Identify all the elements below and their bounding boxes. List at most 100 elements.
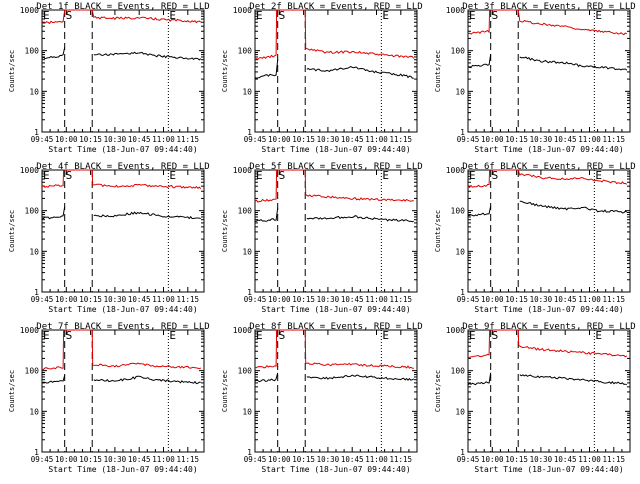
marker-label: E: [382, 9, 389, 22]
series-events-line: [254, 372, 279, 383]
marker-label: S: [66, 169, 73, 182]
y-tick-label: 10: [455, 87, 465, 96]
series-events-line: [467, 54, 492, 69]
panel-title: Det 3f BLACK = Events, RED = LLD: [462, 2, 635, 12]
y-tick-label: 1: [247, 448, 252, 457]
x-axis-label: Start Time (18-Jun-07 09:44:40): [48, 465, 197, 474]
x-tick-label: 09:45: [244, 135, 267, 144]
series-lld-line: [41, 9, 202, 25]
x-tick-label: 10:45: [554, 455, 577, 464]
y-tick-label: 1: [460, 128, 465, 137]
series-lld-line: [467, 169, 628, 189]
x-tick-label: 10:15: [292, 455, 315, 464]
panel-title: Det 4f BLACK = Events, RED = LLD: [36, 162, 209, 172]
marker-label: S: [66, 9, 73, 22]
x-tick-label: 10:15: [79, 455, 102, 464]
marker-label: E: [43, 169, 50, 182]
x-tick-label: 11:15: [177, 295, 200, 304]
y-tick-label: 1000: [20, 166, 39, 175]
y-tick-label: 1: [247, 288, 252, 297]
plot-frame: [467, 169, 631, 293]
y-tick-label: 1000: [446, 326, 465, 335]
panel-3: Det 3f BLACK = Events, RED = LLD 1 10 100 10…: [434, 2, 636, 154]
panel-2: Det 2f BLACK = Events, RED = LLD 1 10 100 10…: [221, 2, 423, 154]
y-tick-label: 1000: [20, 6, 39, 15]
series-lld-line: [254, 329, 414, 369]
x-tick-label: 11:15: [603, 135, 626, 144]
x-tick-label: 11:15: [390, 135, 413, 144]
marker-label: E: [595, 169, 602, 182]
marker-label: E: [169, 329, 176, 342]
x-tick-label: 11:15: [177, 455, 200, 464]
series-events-line: [519, 200, 628, 214]
y-tick-label: 1000: [233, 326, 252, 335]
y-tick-label: 1: [34, 448, 39, 457]
y-tick-label: 100: [25, 47, 40, 56]
marker-label: S: [279, 169, 286, 182]
x-axis-label: Start Time (18-Jun-07 09:44:40): [474, 145, 623, 154]
x-tick-label: 10:00: [55, 295, 78, 304]
series-events-line: [306, 215, 414, 223]
marker-label: E: [169, 169, 176, 182]
x-tick-label: 10:45: [554, 135, 577, 144]
y-tick-label: 10: [29, 247, 39, 256]
y-tick-label: 10: [242, 87, 252, 96]
y-tick-label: 1000: [233, 166, 252, 175]
marker-label: E: [169, 9, 176, 22]
x-tick-label: 09:45: [31, 295, 54, 304]
x-tick-label: 10:15: [505, 295, 528, 304]
y-tick-label: 1: [247, 128, 252, 137]
x-axis-label: Start Time (18-Jun-07 09:44:40): [261, 305, 410, 314]
y-tick-label: 1: [460, 288, 465, 297]
x-tick-label: 10:45: [341, 295, 364, 304]
y-axis-label: Counts/sec: [221, 50, 229, 92]
x-tick-label: 10:45: [128, 295, 151, 304]
y-tick-label: 1: [460, 448, 465, 457]
x-axis-label: Start Time (18-Jun-07 09:44:40): [474, 305, 623, 314]
series-events-line: [519, 374, 627, 386]
plot-frame: [467, 9, 631, 133]
x-tick-label: 10:00: [55, 455, 78, 464]
plot-frame: [41, 9, 205, 133]
x-tick-label: 10:30: [317, 455, 340, 464]
plot-frame: [467, 329, 631, 453]
series-events-line: [306, 65, 414, 79]
x-tick-label: 09:45: [457, 295, 480, 304]
marker-label: E: [469, 9, 476, 22]
panel-title: Det 1f BLACK = Events, RED = LLD: [36, 2, 209, 12]
panel-9: Det 9f BLACK = Events, RED = LLD 1 10 100 10…: [434, 322, 636, 474]
x-tick-label: 11:00: [578, 135, 601, 144]
y-tick-label: 10: [455, 407, 465, 416]
x-tick-label: 10:30: [530, 455, 553, 464]
series-lld-line: [467, 329, 628, 359]
x-tick-label: 10:00: [268, 135, 291, 144]
y-tick-label: 100: [25, 367, 40, 376]
marker-label: E: [382, 169, 389, 182]
panel-1: Det 1f BLACK = Events, RED = LLD 1 10 100 10…: [8, 2, 210, 154]
x-tick-label: 10:00: [268, 455, 291, 464]
x-tick-label: 10:45: [341, 135, 364, 144]
series-events-line: [519, 56, 628, 71]
panel-6: Det 6f BLACK = Events, RED = LLD 1 10 100 10…: [434, 162, 636, 314]
panel-title: Det 5f BLACK = Events, RED = LLD: [249, 162, 422, 172]
y-axis-label: Counts/sec: [8, 370, 16, 412]
y-tick-label: 1: [34, 288, 39, 297]
x-tick-label: 09:45: [31, 455, 54, 464]
plot-frame: [254, 9, 418, 133]
series-events-line: [467, 372, 492, 386]
y-tick-label: 10: [29, 407, 39, 416]
x-tick-label: 11:15: [603, 295, 626, 304]
x-tick-label: 11:00: [578, 455, 601, 464]
marker-label: E: [595, 329, 602, 342]
x-tick-label: 10:45: [554, 295, 577, 304]
series-events-line: [41, 206, 66, 220]
y-tick-label: 1000: [233, 6, 252, 15]
series-events-line: [467, 205, 492, 217]
x-tick-label: 10:45: [341, 455, 364, 464]
x-tick-label: 10:30: [104, 135, 127, 144]
x-tick-label: 10:00: [481, 295, 504, 304]
series-events-line: [93, 211, 201, 220]
series-lld-line: [467, 9, 627, 36]
x-axis-label: Start Time (18-Jun-07 09:44:40): [261, 145, 410, 154]
